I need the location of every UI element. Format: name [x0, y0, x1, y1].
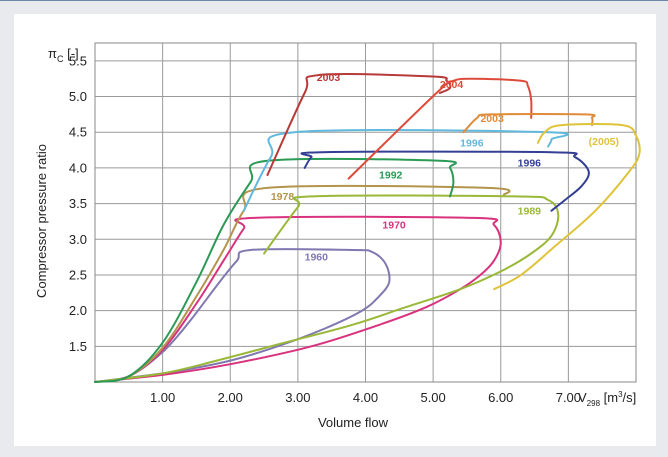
series-label: 1989 — [518, 205, 542, 217]
series-line-2005-10 — [493, 122, 641, 291]
series-label: 1960 — [305, 252, 329, 264]
tick-labels: 1.00 2.00 3.00 4.00 5.00 6.00 7.00 1.5 2.0 2.5 3.0… — [69, 53, 581, 405]
series-label: 1978 — [271, 191, 295, 203]
series-layer: 1960 1970 1978 1989 1992 1996 1996 2003 2004 2003… — [94, 72, 641, 383]
x-tick-label: 7.00 — [556, 390, 581, 405]
chart-panel — [14, 14, 656, 446]
series-line-1989-3 — [94, 194, 560, 383]
y-tick-label: 5.0 — [69, 89, 87, 104]
y-tick-label: 1.5 — [69, 339, 87, 354]
y-tick-label: 4.5 — [69, 125, 87, 140]
y-axis-symbol: πC [-] — [48, 46, 79, 64]
y-axis-label: Compressor pressure ratio — [34, 144, 49, 298]
series-label: 1996 — [460, 137, 484, 149]
y-tick-label: 3.5 — [69, 196, 87, 211]
x-axis-symbol: V298 [m3/s] — [578, 390, 636, 408]
series-line-1970-1 — [94, 215, 502, 383]
series-label: 1996 — [518, 157, 542, 169]
series-line-2003-9 — [462, 112, 596, 134]
y-tick-label: 3.0 — [69, 232, 87, 247]
series-label: 1992 — [379, 170, 403, 182]
x-tick-label: 6.00 — [488, 390, 513, 405]
x-tick-label: 4.00 — [353, 390, 378, 405]
series-line-2003-7 — [266, 73, 452, 177]
grid — [95, 43, 636, 382]
x-tick-label: 5.00 — [420, 390, 445, 405]
y-tick-label: 4.0 — [69, 160, 87, 175]
top-rule — [0, 0, 668, 1]
series-line-1996-6 — [300, 150, 590, 212]
x-axis-label: Volume flow — [318, 415, 389, 430]
series-label: 1970 — [382, 220, 406, 232]
series-label: 2003 — [317, 72, 341, 84]
x-tick-label: 3.00 — [285, 390, 310, 405]
series-line-1992-4 — [94, 157, 457, 383]
y-tick-label: 5.5 — [69, 53, 87, 68]
x-tick-label: 2.00 — [218, 390, 243, 405]
series-line-2004-8 — [347, 77, 533, 180]
y-tick-label: 2.0 — [69, 303, 87, 318]
plot-frame — [94, 42, 637, 383]
y-tick-label: 2.5 — [69, 267, 87, 282]
series-label: 2004 — [440, 79, 464, 91]
series-line-1960-0 — [94, 248, 391, 383]
series-line-1996-5 — [242, 129, 569, 212]
series-label: 2003 — [480, 113, 504, 125]
x-tick-label: 1.00 — [150, 390, 175, 405]
series-label: (2005) — [589, 136, 619, 148]
series-line-1978-2 — [94, 184, 511, 383]
